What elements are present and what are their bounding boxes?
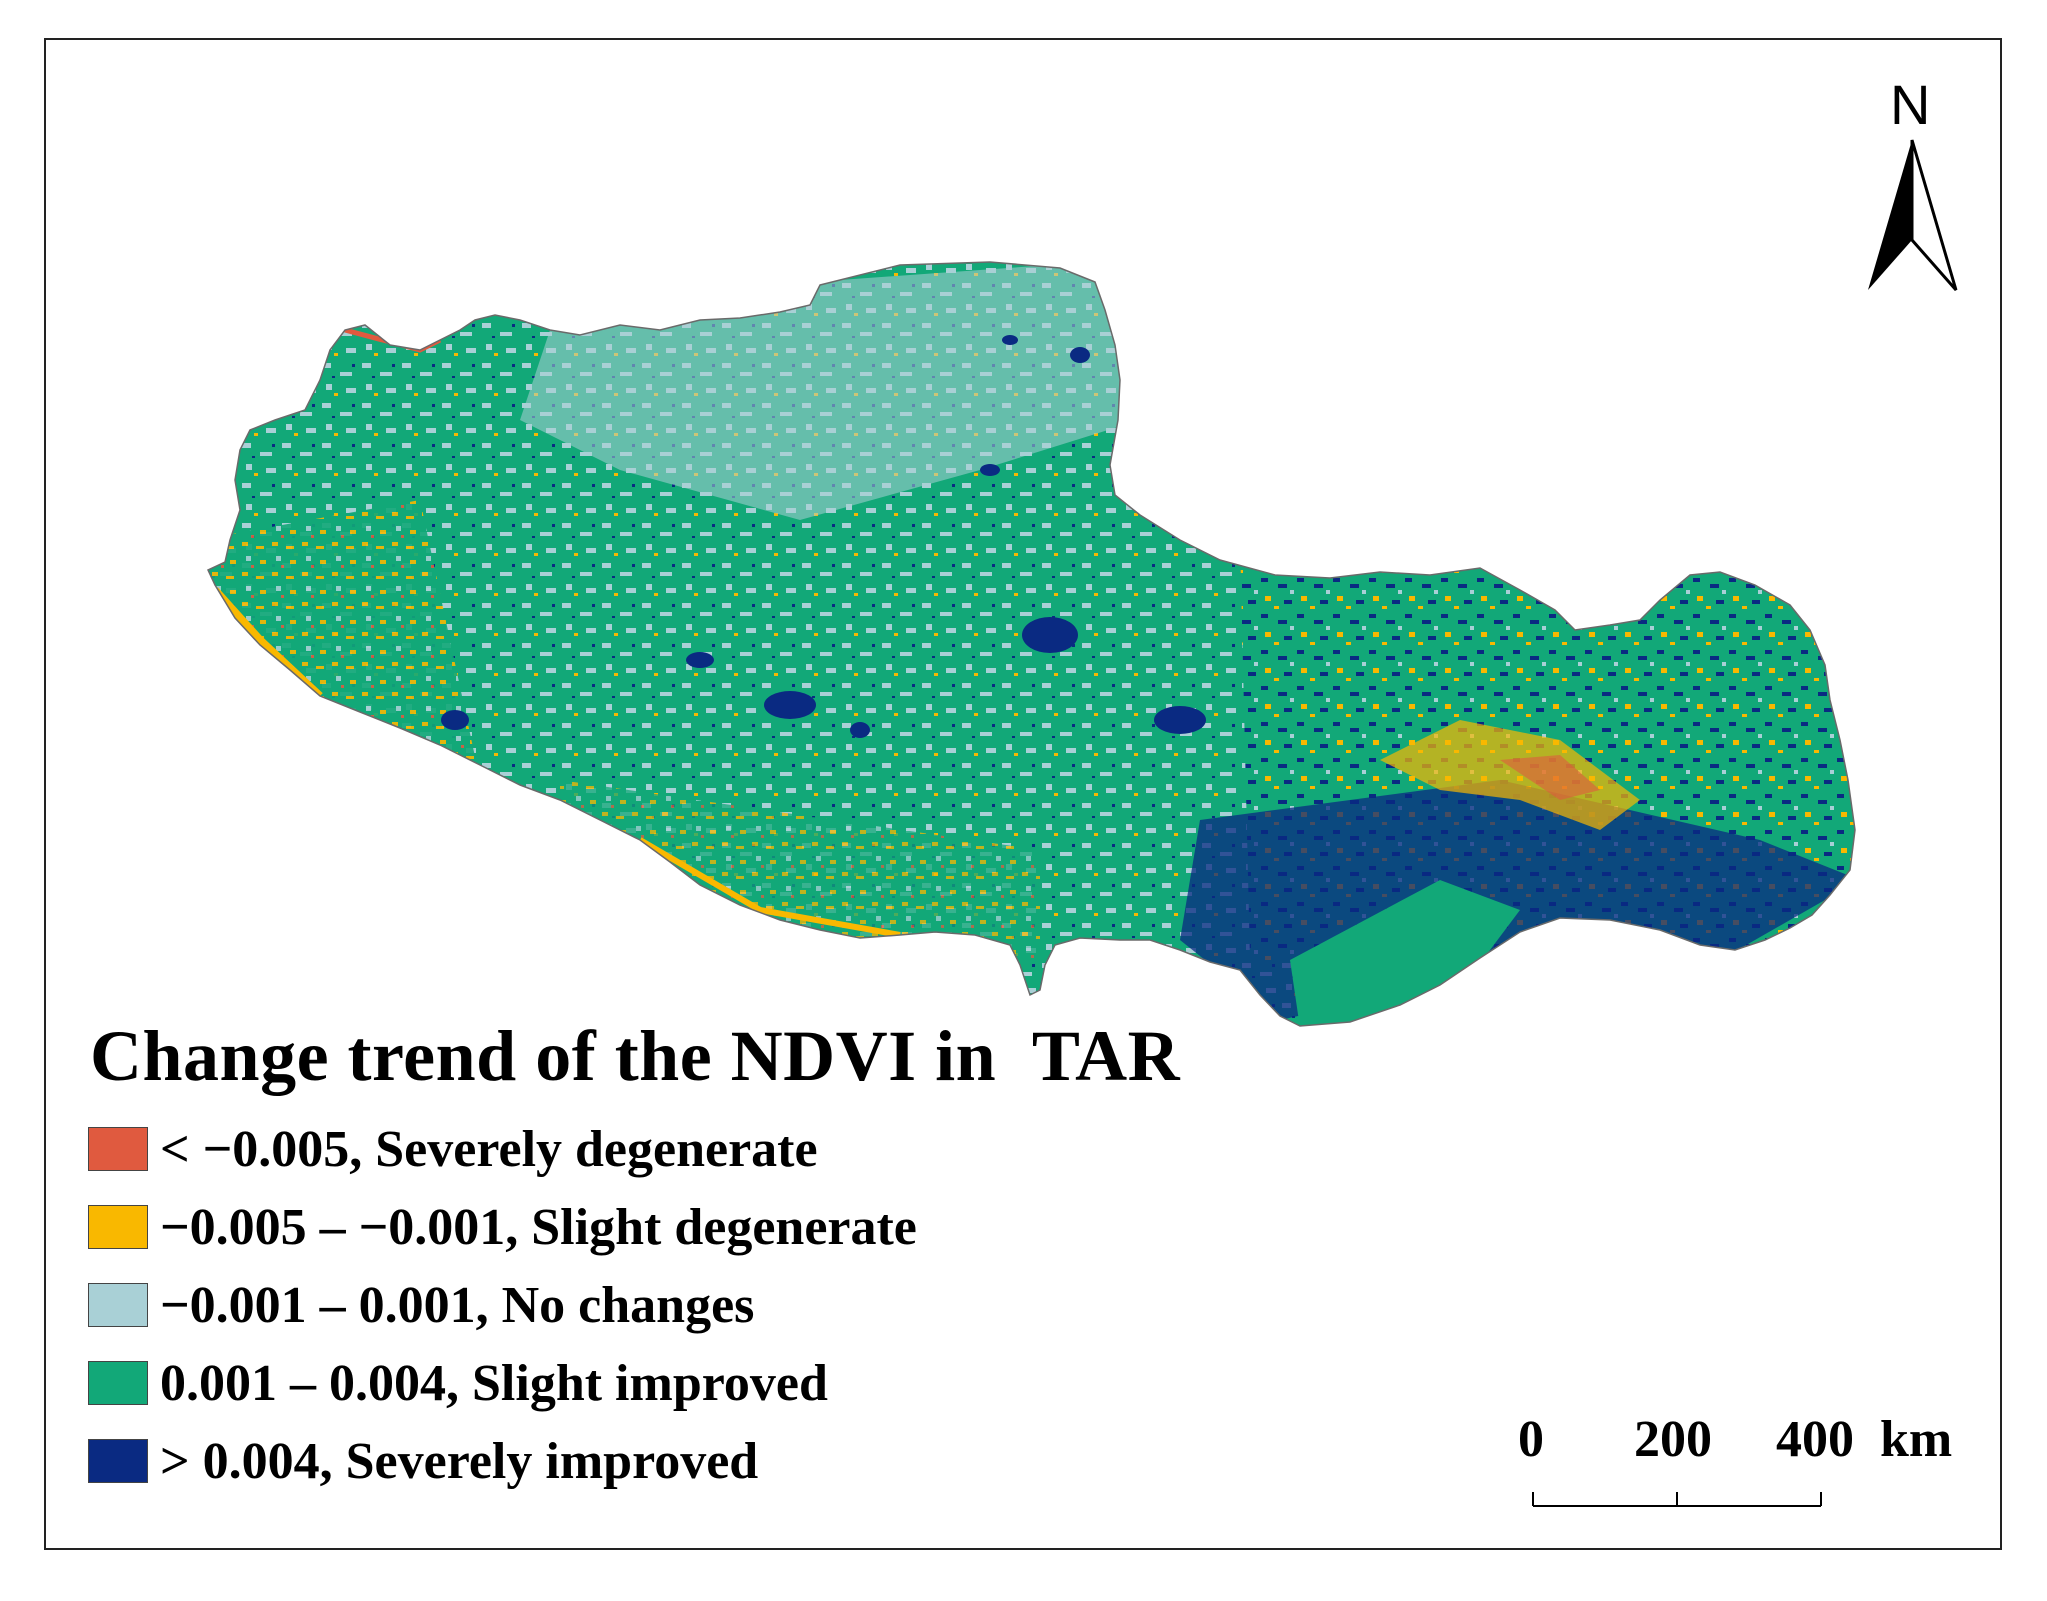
- legend-label: > 0.004, Severely improved: [160, 1432, 759, 1490]
- swatch-severely-improved: [88, 1439, 148, 1483]
- swatch-slight-degenerate: [88, 1205, 148, 1249]
- north-arrow: [1868, 139, 1958, 291]
- ndvi-raster: [208, 262, 1855, 1026]
- swatch-no-changes: [88, 1283, 148, 1327]
- legend-title: Change trend of the NDVI in TAR: [90, 1016, 1181, 1096]
- scale-tick-200: 200: [1634, 1411, 1712, 1468]
- legend-label: −0.001 – 0.001, No changes: [160, 1276, 755, 1334]
- legend-label: 0.001 – 0.004, Slight improved: [160, 1354, 828, 1412]
- scale-tick-400: 400: [1776, 1411, 1854, 1468]
- scale-tick-0: 0: [1518, 1411, 1544, 1468]
- legend-item-severely-improved: > 0.004, Severely improved: [88, 1422, 917, 1500]
- north-label: N: [1890, 73, 1931, 136]
- swatch-slight-improved: [88, 1361, 148, 1405]
- legend-item-slight-degenerate: −0.005 – −0.001, Slight degenerate: [88, 1188, 917, 1266]
- scale-unit: km: [1880, 1411, 1953, 1468]
- legend-item-no-changes: −0.001 – 0.001, No changes: [88, 1266, 917, 1344]
- legend: < −0.005, Severely degenerate −0.005 – −…: [88, 1110, 917, 1500]
- legend-item-severely-degenerate: < −0.005, Severely degenerate: [88, 1110, 917, 1188]
- legend-label: < −0.005, Severely degenerate: [160, 1120, 818, 1178]
- legend-label: −0.005 – −0.001, Slight degenerate: [160, 1198, 917, 1256]
- legend-item-slight-improved: 0.001 – 0.004, Slight improved: [88, 1344, 917, 1422]
- swatch-severely-degenerate: [88, 1127, 148, 1171]
- scale-bar: [1532, 1492, 1822, 1507]
